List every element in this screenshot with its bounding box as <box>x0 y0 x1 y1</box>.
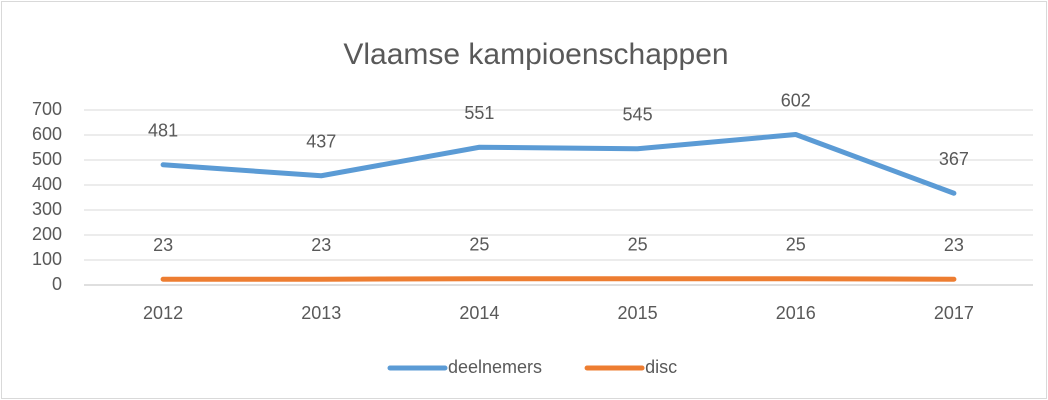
data-label: 25 <box>469 235 489 255</box>
x-tick-label: 2013 <box>301 303 341 323</box>
data-label: 545 <box>623 105 653 125</box>
data-label: 551 <box>464 103 494 123</box>
y-tick-label: 700 <box>32 99 62 119</box>
data-label: 367 <box>939 149 969 169</box>
data-label: 602 <box>781 90 811 110</box>
x-tick-label: 2017 <box>934 303 974 323</box>
chart-title: Vlaamse kampioenschappen <box>343 38 728 71</box>
data-label: 25 <box>786 235 806 255</box>
x-tick-label: 2016 <box>776 303 816 323</box>
data-label: 437 <box>306 132 336 152</box>
y-tick-label: 0 <box>52 274 62 294</box>
y-tick-label: 500 <box>32 149 62 169</box>
x-tick-label: 2015 <box>618 303 658 323</box>
legend-label: deelnemers <box>448 357 542 377</box>
y-tick-label: 100 <box>32 249 62 269</box>
data-label: 23 <box>944 235 964 255</box>
x-tick-label: 2012 <box>143 303 183 323</box>
series-line <box>160 276 957 282</box>
data-label: 481 <box>148 121 178 141</box>
data-label: 25 <box>628 235 648 255</box>
y-tick-label: 300 <box>32 199 62 219</box>
x-tick-label: 2014 <box>459 303 499 323</box>
legend-label: disc <box>645 357 677 377</box>
data-label: 23 <box>311 235 331 255</box>
y-tick-label: 400 <box>32 174 62 194</box>
y-tick-label: 600 <box>32 124 62 144</box>
y-tick-label: 200 <box>32 224 62 244</box>
data-label: 23 <box>153 235 173 255</box>
series-line <box>160 132 957 196</box>
